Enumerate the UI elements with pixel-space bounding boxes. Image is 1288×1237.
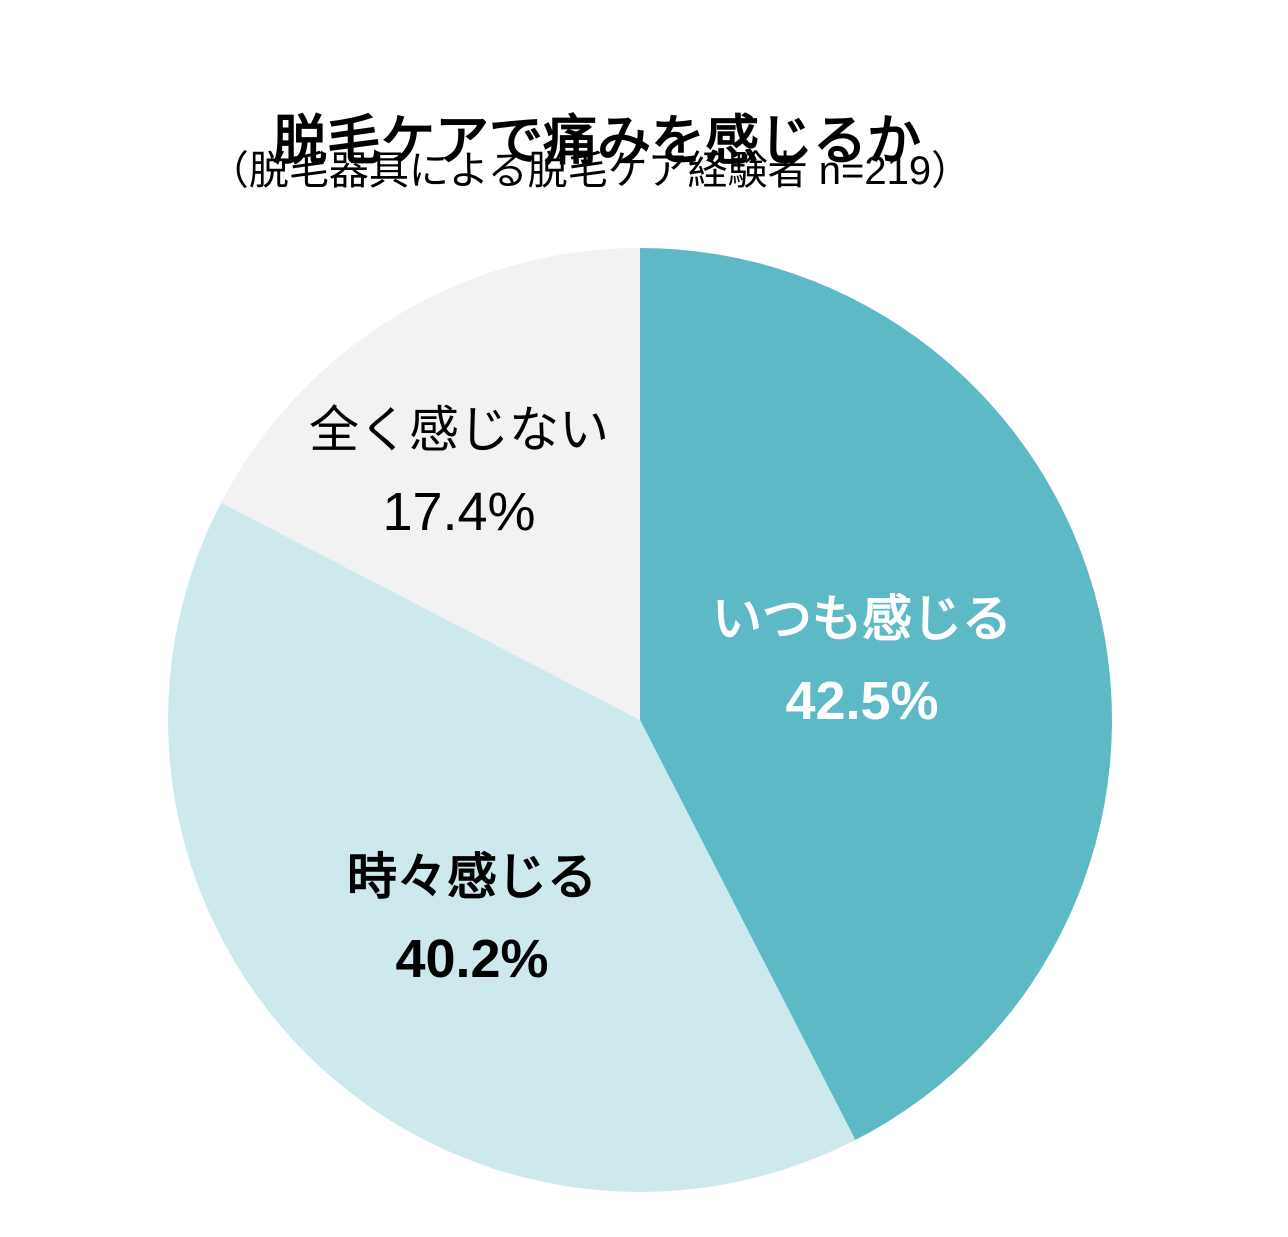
slice-label-always-feel: いつも感じる 42.5% (712, 594, 1012, 728)
pie-slice-never-feel (221, 248, 641, 720)
slice-percent-always-feel: 42.5% (785, 671, 939, 731)
pie-slice-sometimes-feel (168, 502, 856, 1192)
chart-subtitle: （脱毛器具による脱毛ケア経験者 n=219） (208, 149, 972, 193)
slice-label-sometimes-feel: 時々感じる 40.2% (347, 852, 597, 986)
slice-percent-sometimes-feel: 40.2% (395, 929, 549, 989)
slice-name-never-feel: 全く感じない (309, 402, 609, 458)
chart-title: 脱毛ケアで痛みを感じるか (273, 111, 921, 172)
pie-slice-always-feel (640, 248, 1112, 1140)
slice-name-always-feel: いつも感じる (712, 591, 1012, 647)
slice-name-sometimes-feel: 時々感じる (347, 849, 597, 905)
slice-label-never-feel: 全く感じない 17.4% (309, 405, 609, 539)
slice-percent-never-feel: 17.4% (382, 482, 536, 542)
